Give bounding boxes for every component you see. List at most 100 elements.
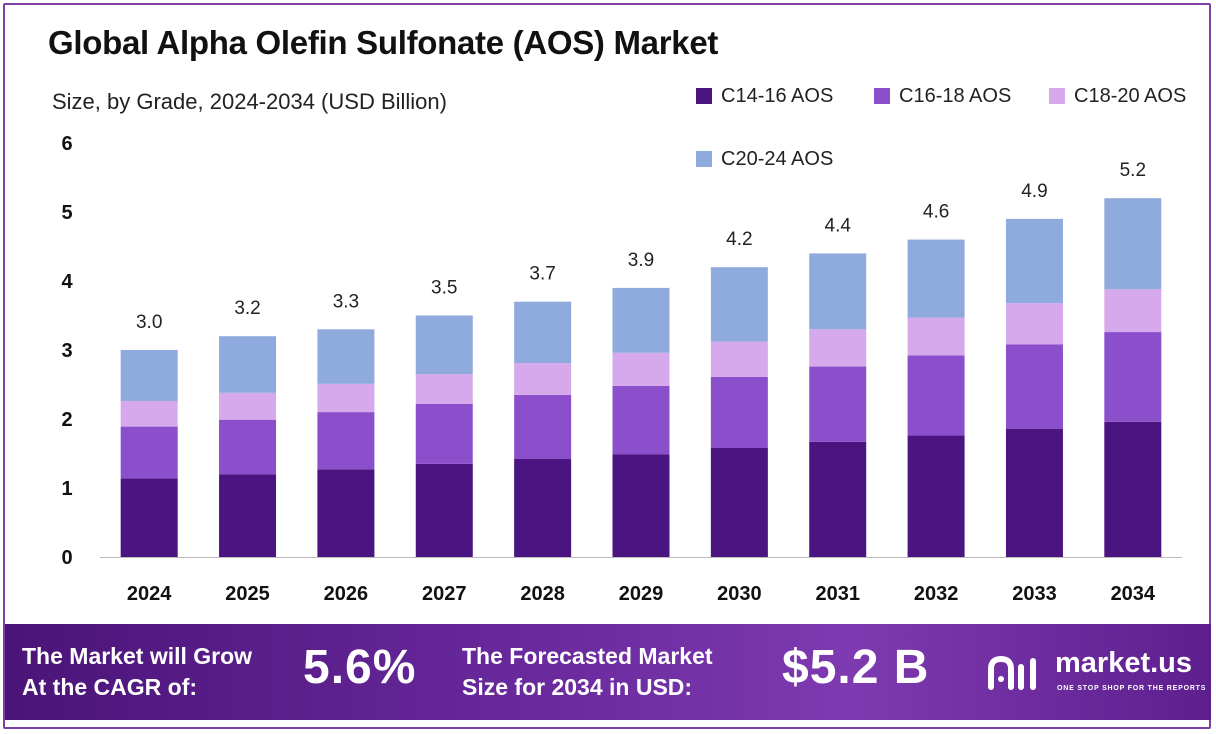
x-tick-label: 2029 [619,583,664,605]
chart-legend: C14-16 AOS C16-18 AOS C18-20 AOS C20-24 … [696,84,1211,184]
cagr-label-line1: The Market will Grow [22,643,253,669]
legend-swatch-c20-24 [696,151,712,167]
bar-total-label: 3.3 [333,291,359,312]
forecast-label-line1: The Forecasted Market [462,643,713,669]
forecast-value: $5.2 B [782,641,930,694]
bar-segment-c16-18-aos-2031 [809,366,867,442]
bar-segment-c14-16-aos-2034 [1104,421,1162,557]
bar-segment-c20-24-aos-2027 [415,315,473,375]
x-tick-label: 2032 [914,583,959,605]
legend-swatch-c18-20 [1049,88,1065,104]
bar-segment-c16-18-aos-2029 [612,385,670,455]
bar-segment-c14-16-aos-2030 [710,447,768,557]
bar-segment-c20-24-aos-2034 [1104,198,1162,290]
y-tick-label: 4 [61,271,73,293]
bar-segment-c20-24-aos-2026 [317,329,375,384]
x-tick-label: 2033 [1012,583,1057,605]
x-tick-label: 2027 [422,583,467,605]
forecast-label: The Forecasted Market Size for 2034 in U… [462,641,713,703]
bar-total-label: 4.6 [923,202,949,223]
bar-total-label: 3.7 [529,264,555,285]
brand-tagline: ONE STOP SHOP FOR THE REPORTS [1057,685,1207,692]
y-tick-label: 2 [61,409,72,431]
y-tick-label: 3 [61,340,72,362]
bar-segment-c20-24-aos-2025 [219,336,277,393]
bar-total-label: 3.0 [136,312,162,333]
bar-segment-c14-16-aos-2028 [514,459,572,557]
bar-segment-c20-24-aos-2030 [710,267,768,342]
bar-segment-c18-20-aos-2027 [415,374,473,404]
legend-swatch-c14-16 [696,88,712,104]
bar-segment-c20-24-aos-2031 [809,253,867,330]
bar-segment-c18-20-aos-2031 [809,329,867,367]
y-tick-label: 1 [61,478,72,500]
chart-frame [3,3,1211,729]
bar-segment-c16-18-aos-2024 [120,426,178,479]
legend-item-c16-18: C16-18 AOS [874,84,1011,108]
bar-segment-c18-20-aos-2034 [1104,289,1162,333]
forecast-label-line2: Size for 2034 in USD: [462,674,693,700]
bar-segment-c16-18-aos-2025 [219,419,277,475]
legend-label-c18-20: C18-20 AOS [1074,84,1187,107]
bar-segment-c16-18-aos-2028 [514,394,572,460]
bar-total-label: 4.4 [825,215,852,236]
bar-segment-c20-24-aos-2033 [1005,218,1063,304]
x-tick-label: 2024 [127,583,172,605]
bar-segment-c14-16-aos-2033 [1005,428,1063,557]
bar-total-label: 5.2 [1120,160,1146,181]
x-tick-label: 2034 [1111,583,1156,605]
bar-segment-c18-20-aos-2033 [1005,303,1063,345]
legend-swatch-c16-18 [874,88,890,104]
bar-segment-c16-18-aos-2033 [1005,344,1063,429]
bar-segment-c18-20-aos-2030 [710,341,768,377]
bar-segment-c18-20-aos-2026 [317,383,375,413]
bar-segment-c14-16-aos-2032 [907,435,965,557]
bar-total-label: 4.2 [726,229,752,250]
bar-segment-c16-18-aos-2034 [1104,332,1162,422]
bar-segment-c18-20-aos-2024 [120,401,178,427]
legend-item-c20-24: C20-24 AOS [696,147,833,171]
cagr-label: The Market will Grow At the CAGR of: [22,641,252,703]
bar-total-label: 3.9 [628,250,654,271]
bar-segment-c16-18-aos-2027 [415,403,473,464]
legend-item-c14-16: C14-16 AOS [696,84,833,108]
bar-segment-c14-16-aos-2025 [219,474,277,557]
x-tick-label: 2026 [324,583,369,605]
legend-label-c16-18: C16-18 AOS [899,84,1012,107]
cagr-value: 5.6% [303,641,417,694]
bar-segment-c20-24-aos-2029 [612,287,670,353]
bar-segment-c16-18-aos-2026 [317,412,375,470]
x-tick-label: 2025 [225,583,270,605]
bar-segment-c16-18-aos-2030 [710,376,768,448]
legend-item-c18-20: C18-20 AOS [1049,84,1186,108]
bar-segment-c18-20-aos-2025 [219,392,277,420]
bar-segment-c16-18-aos-2032 [907,355,965,436]
x-tick-label: 2028 [520,583,565,605]
brand-name: market.us [1055,647,1193,679]
y-tick-label: 5 [61,202,72,224]
bar-segment-c20-24-aos-2032 [907,239,965,318]
summary-banner: The Market will Grow At the CAGR of: 5.6… [5,624,1211,720]
bar-total-label: 3.2 [234,298,260,319]
bar-segment-c14-16-aos-2029 [612,454,670,557]
bar-segment-c14-16-aos-2027 [415,463,473,557]
bar-segment-c20-24-aos-2028 [514,301,572,364]
brand: market.us ONE STOP SHOP FOR THE REPORTS [985,645,1211,701]
bar-segment-c18-20-aos-2029 [612,352,670,386]
legend-label-c20-24: C20-24 AOS [721,147,834,170]
market-us-logo-icon [988,655,1036,690]
stacked-bar-chart: 0 1 2 3 4 5 6 3.0 2024 3.2 2025 3.3 2026 3.5 2027 3.7 20… [61,133,1182,605]
bar-segment-c14-16-aos-2026 [317,469,375,557]
bar-segment-c20-24-aos-2024 [120,350,178,402]
bar-segment-c14-16-aos-2031 [809,441,867,557]
cagr-label-line2: At the CAGR of: [22,674,198,700]
bar-segment-c18-20-aos-2028 [514,363,572,395]
bar-segment-c18-20-aos-2032 [907,317,965,356]
y-tick-label: 6 [61,133,72,155]
chart-title: Global Alpha Olefin Sulfonate (AOS) Mark… [48,24,719,61]
bar-segment-c14-16-aos-2024 [120,478,178,557]
x-tick-label: 2030 [717,583,762,605]
bar-total-label: 4.9 [1021,181,1047,202]
bar-total-label: 3.5 [431,278,457,299]
legend-label-c14-16: C14-16 AOS [721,84,834,107]
